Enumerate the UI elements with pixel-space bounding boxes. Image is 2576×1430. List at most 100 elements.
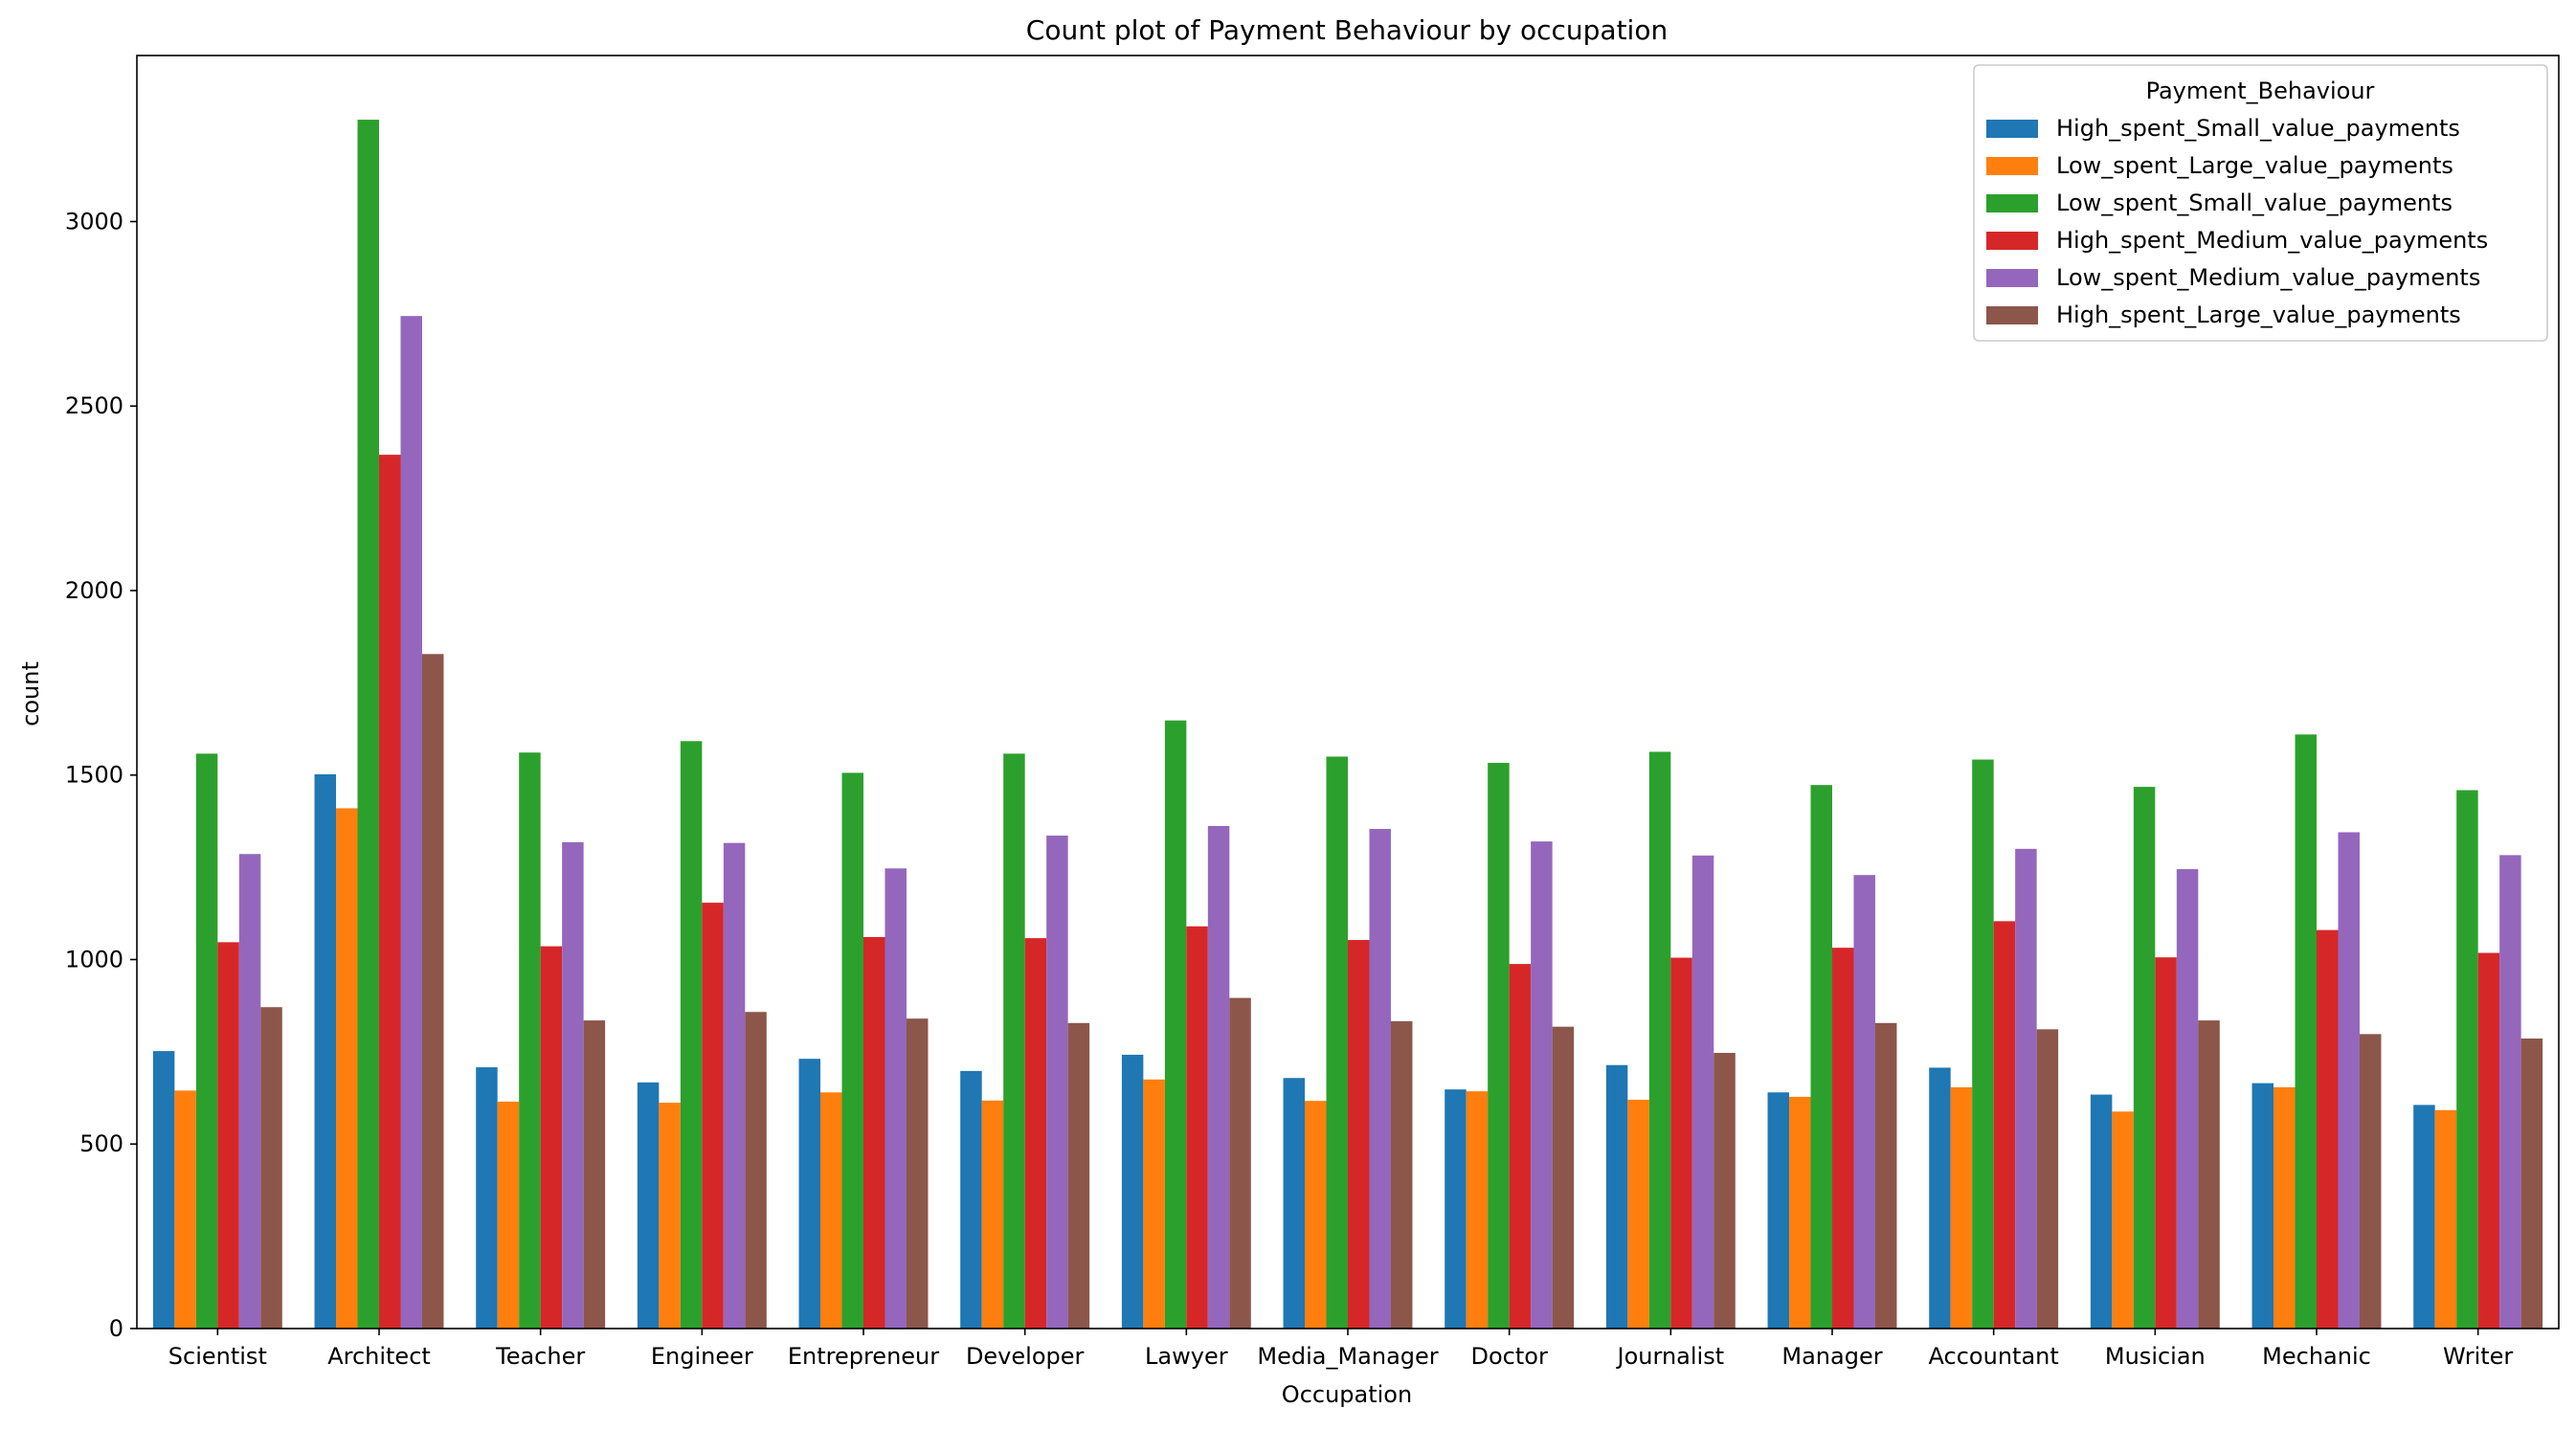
bar-musician-5: [2198, 1020, 2220, 1329]
x-axis-label: Occupation: [1282, 1381, 1412, 1408]
bar-musician-2: [2133, 787, 2156, 1329]
bar-musician-0: [2090, 1094, 2113, 1329]
bar-teacher-4: [562, 841, 584, 1329]
bar-scientist-2: [195, 753, 218, 1329]
y-tick-label: 500: [79, 1130, 123, 1157]
bar-mechanic-1: [2274, 1086, 2296, 1329]
bar-doctor-3: [1509, 964, 1532, 1329]
bar-journalist-4: [1691, 855, 1714, 1329]
y-axis: 0 500 1000 1500 2000 2500 3000: [65, 208, 137, 1342]
bar-engineer-0: [637, 1082, 660, 1329]
bar-media_manager-5: [1390, 1020, 1413, 1329]
y-tick-label: 3000: [65, 208, 123, 235]
bar-manager-1: [1789, 1096, 1811, 1329]
legend-label: High_spent_Large_value_payments: [2056, 302, 2461, 328]
bar-teacher-5: [583, 1020, 606, 1329]
x-tick-label: Teacher: [495, 1343, 585, 1370]
bar-entrepreneur-3: [863, 936, 885, 1329]
legend-title: Payment_Behaviour: [2146, 78, 2375, 104]
legend: Payment_Behaviour High_spent_Small_value…: [1973, 64, 2548, 342]
bar-lawyer-2: [1164, 720, 1187, 1329]
x-tick-label: Mechanic: [2262, 1343, 2371, 1370]
x-tick-label: Journalist: [1616, 1343, 1725, 1370]
bar-accountant-4: [2015, 848, 2037, 1329]
bar-mechanic-5: [2359, 1034, 2382, 1329]
bar-manager-3: [1832, 948, 1854, 1329]
y-tick-label: 1000: [65, 946, 123, 972]
legend-label: Low_spent_Large_value_payments: [2056, 152, 2453, 179]
bar-scientist-3: [217, 942, 239, 1329]
bar-media_manager-0: [1283, 1078, 1306, 1329]
bar-architect-1: [336, 808, 358, 1329]
bar-scientist-0: [152, 1051, 175, 1329]
x-tick-label: Lawyer: [1145, 1343, 1228, 1370]
bar-accountant-5: [2036, 1029, 2059, 1329]
legend-entries: High_spent_Small_value_payments Low_spent…: [1986, 115, 2488, 328]
y-tick-label: 2500: [65, 392, 123, 419]
bar-journalist-3: [1670, 957, 1692, 1329]
bar-lawyer-1: [1143, 1079, 1165, 1329]
x-tick-label: Manager: [1781, 1343, 1882, 1370]
x-tick-label: Scientist: [168, 1343, 267, 1370]
x-tick-label: Entrepreneur: [788, 1343, 939, 1370]
bar-engineer-2: [680, 741, 703, 1329]
bar-manager-2: [1810, 785, 1832, 1329]
bar-musician-1: [2112, 1111, 2134, 1329]
legend-swatch: [1986, 157, 2038, 175]
bar-accountant-0: [1929, 1067, 1951, 1329]
x-tick-label: Developer: [966, 1343, 1085, 1370]
bar-writer-3: [2477, 952, 2500, 1329]
y-tick-label: 1500: [65, 762, 123, 789]
bar-developer-3: [1024, 938, 1047, 1329]
bar-entrepreneur-1: [820, 1092, 842, 1329]
x-tick-label: Engineer: [651, 1343, 753, 1370]
bar-media_manager-2: [1326, 756, 1348, 1329]
bar-mechanic-2: [2295, 734, 2317, 1329]
legend-swatch: [1986, 269, 2038, 287]
bar-teacher-3: [540, 946, 563, 1329]
legend-label: High_spent_Medium_value_payments: [2056, 227, 2488, 254]
bar-architect-0: [314, 773, 337, 1329]
bar-manager-4: [1853, 875, 1875, 1329]
legend-label: Low_spent_Small_value_payments: [2056, 190, 2453, 216]
bar-engineer-5: [745, 1012, 767, 1329]
bar-writer-4: [2499, 855, 2521, 1329]
legend-swatch: [1986, 120, 2038, 138]
bar-developer-5: [1067, 1022, 1090, 1329]
bar-writer-1: [2434, 1109, 2457, 1329]
bar-doctor-0: [1445, 1089, 1467, 1329]
x-axis: Scientist Architect Teacher Engineer Entrepr…: [168, 1329, 2513, 1370]
bar-architect-5: [421, 654, 444, 1329]
bar-entrepreneur-5: [906, 1018, 929, 1329]
bar-mechanic-3: [2317, 929, 2339, 1329]
legend-box: [1973, 64, 2548, 342]
bar-media_manager-3: [1348, 940, 1370, 1329]
legend-swatch: [1986, 306, 2038, 324]
x-tick-label: Writer: [2443, 1343, 2513, 1370]
bar-writer-5: [2520, 1038, 2543, 1329]
bar-writer-2: [2456, 790, 2478, 1329]
bar-developer-0: [960, 1070, 982, 1329]
bar-lawyer-0: [1121, 1054, 1144, 1329]
bar-doctor-2: [1488, 763, 1510, 1329]
bars-group: [152, 120, 2543, 1329]
legend-swatch: [1986, 194, 2038, 212]
x-tick-label: Accountant: [1929, 1343, 2059, 1370]
bar-developer-2: [1003, 753, 1025, 1329]
bar-entrepreneur-4: [885, 868, 907, 1329]
bar-teacher-1: [497, 1101, 520, 1329]
bar-musician-4: [2176, 869, 2199, 1329]
legend-swatch: [1986, 232, 2038, 250]
bar-mechanic-0: [2251, 1083, 2274, 1329]
bar-architect-4: [400, 316, 422, 1329]
bar-scientist-5: [260, 1007, 282, 1329]
bar-accountant-2: [1972, 759, 1994, 1329]
bar-journalist-5: [1714, 1053, 1736, 1329]
bar-developer-4: [1046, 835, 1068, 1329]
bar-journalist-0: [1605, 1064, 1628, 1329]
bar-musician-3: [2155, 957, 2177, 1329]
bar-media_manager-4: [1369, 829, 1391, 1329]
bar-manager-0: [1767, 1092, 1790, 1329]
bar-architect-3: [379, 455, 401, 1329]
